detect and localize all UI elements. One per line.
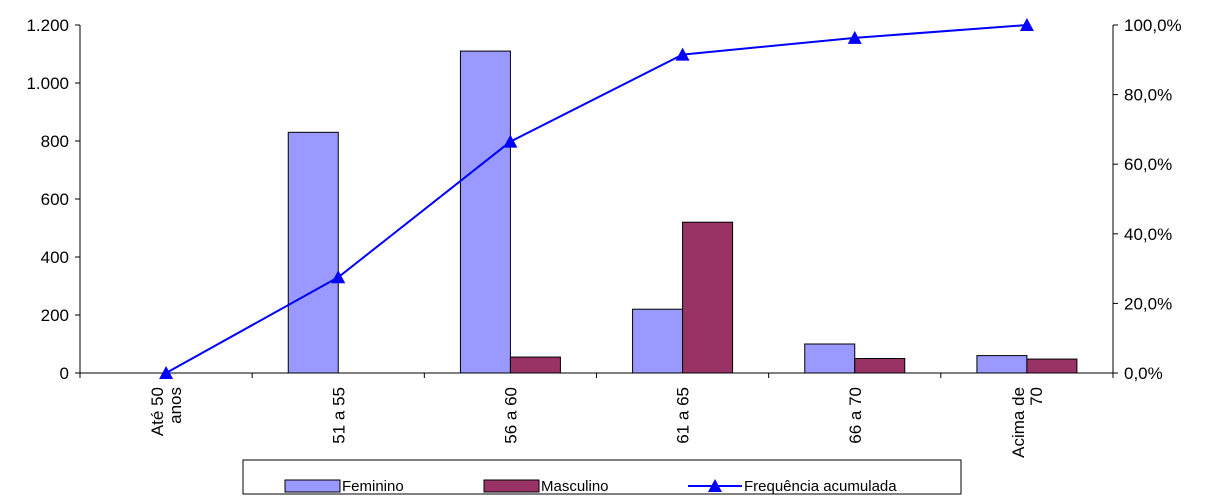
left-tick-label: 0 xyxy=(60,364,69,383)
legend-swatch-feminino xyxy=(284,479,341,493)
right-tick-label: 100,0% xyxy=(1124,16,1182,35)
right-axis: 0,0% 20,0% 40,0% 60,0% 80,0% 100,0% xyxy=(1112,16,1182,383)
cumulative-point-marker xyxy=(1019,18,1034,31)
x-tick-label: 51 a 55 xyxy=(329,387,348,444)
x-tick-label: anos xyxy=(166,387,185,424)
bars xyxy=(287,50,1078,374)
x-tick-label: Até 50 xyxy=(148,387,167,436)
left-tick-label: 400 xyxy=(41,248,69,267)
left-tick-label: 200 xyxy=(41,306,69,325)
right-tick-label: 60,0% xyxy=(1124,155,1172,174)
x-tick-label: 66 a 70 xyxy=(846,387,865,444)
legend-label-frequencia-acumulada: Frequência acumulada xyxy=(744,478,897,495)
left-tick-label: 1.200 xyxy=(26,16,69,35)
bar-masculino xyxy=(682,221,734,374)
right-tick-label: 80,0% xyxy=(1124,86,1172,105)
bar-masculino xyxy=(854,358,906,374)
x-tick-label: Acima de xyxy=(1009,387,1028,458)
bar-feminino xyxy=(632,308,684,374)
cumulative-point-marker xyxy=(503,134,518,148)
bar-feminino xyxy=(459,50,511,374)
x-axis: Até 50 anos 51 a 55 56 a 60 61 a 65 66 a 70 Ac… xyxy=(79,372,1114,458)
left-tick-label: 600 xyxy=(41,190,69,209)
cumulative-line xyxy=(159,18,1034,379)
left-axis: 0 200 400 600 800 1.000 1.200 xyxy=(26,16,81,383)
legend-box xyxy=(242,459,962,495)
legend-label-feminino: Feminino xyxy=(342,478,404,495)
legend-label-masculino: Masculino xyxy=(541,478,609,495)
cumulative-line-path xyxy=(165,24,1027,374)
bar-feminino xyxy=(976,355,1028,374)
legend-swatch-masculino xyxy=(483,479,540,493)
legend-triangle-marker xyxy=(708,479,722,492)
legend: Feminino Masculino Frequência acumulada xyxy=(242,459,962,495)
cumulative-point-marker xyxy=(159,366,174,379)
cumulative-point-marker xyxy=(847,30,862,44)
right-tick-label: 20,0% xyxy=(1124,294,1172,313)
x-tick-label: 70 xyxy=(1027,387,1046,406)
left-tick-label: 800 xyxy=(41,132,69,151)
bar-feminino xyxy=(287,131,339,374)
x-tick-label: 61 a 65 xyxy=(674,387,693,444)
cumulative-point-marker xyxy=(331,270,346,284)
cumulative-point-marker xyxy=(675,47,690,61)
bar-feminino xyxy=(804,343,856,374)
left-tick-label: 1.000 xyxy=(26,74,69,93)
bar-masculino xyxy=(509,356,561,374)
right-tick-label: 0,0% xyxy=(1124,364,1163,383)
right-tick-label: 40,0% xyxy=(1124,225,1172,244)
x-tick-label: 56 a 60 xyxy=(501,387,520,444)
bar-masculino xyxy=(1026,358,1078,374)
